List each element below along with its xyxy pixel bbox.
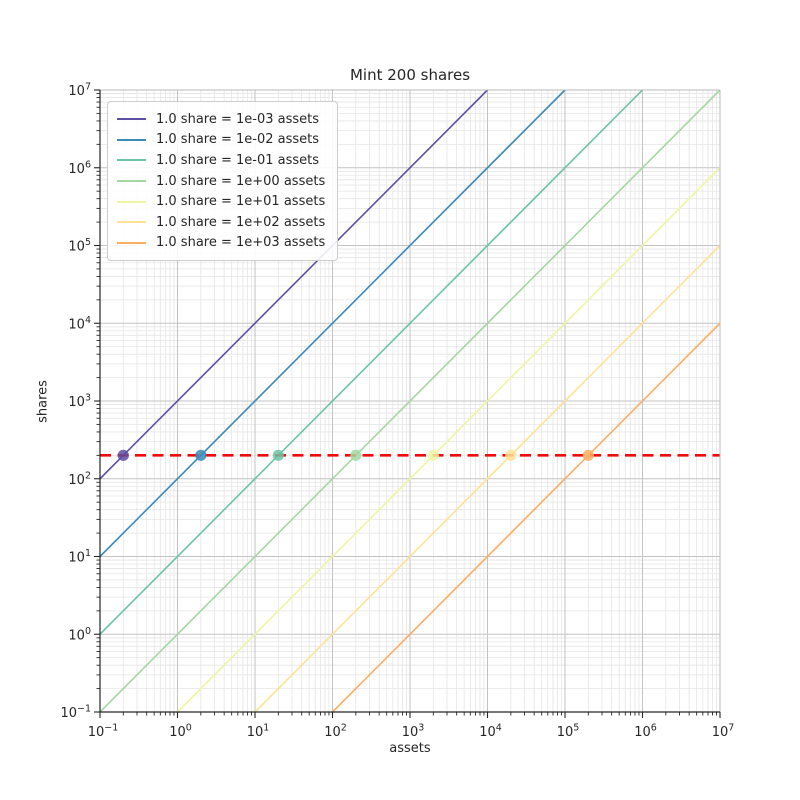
series-line-5: [254, 244, 721, 713]
legend-label: 1.0 share = 1e+02 assets: [156, 214, 326, 230]
series-line-1: [99, 89, 566, 558]
legend-item-5: 1.0 share = 1e+02 assets: [117, 212, 325, 233]
legend-item-4: 1.0 share = 1e+01 assets: [117, 191, 325, 212]
chart-title: Mint 200 shares: [349, 66, 471, 84]
legend-item-0: 1.0 share = 1e-03 assets: [117, 109, 325, 130]
legend-line-swatch: [117, 221, 146, 224]
svg-text:101: 101: [247, 723, 270, 741]
series-line-0: [99, 89, 489, 480]
marker-point-1: [195, 449, 207, 461]
series-line-2: [99, 89, 644, 635]
marker-point-6: [582, 449, 594, 461]
svg-text:106: 106: [634, 723, 657, 741]
series-line-4: [176, 167, 721, 713]
svg-text:100: 100: [68, 626, 91, 644]
svg-text:106: 106: [68, 159, 91, 177]
marker-point-3: [350, 449, 362, 461]
svg-text:100: 100: [169, 723, 192, 741]
legend-line-swatch: [117, 159, 146, 162]
legend-label: 1.0 share = 1e+00 assets: [156, 173, 326, 189]
svg-text:102: 102: [68, 470, 91, 488]
svg-text:10−1: 10−1: [88, 723, 119, 741]
series-lines: [99, 89, 721, 713]
marker-point-0: [117, 449, 129, 461]
legend-line-swatch: [117, 200, 146, 203]
svg-text:103: 103: [68, 393, 91, 411]
legend-item-2: 1.0 share = 1e-01 assets: [117, 150, 325, 171]
x-axis-label: assets: [389, 741, 431, 756]
svg-text:103: 103: [402, 723, 425, 741]
marker-point-4: [427, 449, 439, 461]
legend-line-swatch: [117, 118, 146, 121]
svg-text:101: 101: [68, 548, 91, 566]
svg-text:107: 107: [712, 723, 735, 741]
legend-line-swatch: [117, 138, 146, 141]
svg-text:104: 104: [479, 723, 502, 741]
svg-text:104: 104: [68, 315, 91, 333]
legend-label: 1.0 share = 1e-03 assets: [156, 111, 320, 127]
series-line-6: [331, 322, 721, 713]
svg-text:105: 105: [68, 237, 91, 255]
axis-ticks: [94, 89, 721, 718]
svg-text:10−1: 10−1: [60, 704, 91, 722]
svg-text:105: 105: [557, 723, 580, 741]
legend: 1.0 share = 1e-03 assets 1.0 share = 1e-0…: [107, 101, 339, 262]
legend-line-swatch: [117, 241, 146, 244]
legend-item-1: 1.0 share = 1e-02 assets: [117, 130, 325, 151]
x-tick-labels: 10−1 100 101 102 103 104 105 106 107: [88, 723, 735, 741]
legend-label: 1.0 share = 1e-02 assets: [156, 132, 320, 148]
legend-line-swatch: [117, 180, 146, 183]
svg-text:107: 107: [68, 82, 91, 100]
marker-point-5: [505, 449, 517, 461]
legend-label: 1.0 share = 1e+03 assets: [156, 235, 326, 251]
legend-item-6: 1.0 share = 1e+03 assets: [117, 233, 325, 254]
legend-label: 1.0 share = 1e+01 assets: [156, 194, 326, 210]
series-line-3: [99, 89, 721, 713]
y-tick-labels: 10−1 100 101 102 103 104 105 106 107: [60, 82, 91, 722]
legend-item-3: 1.0 share = 1e+00 assets: [117, 171, 325, 192]
intersection-markers: [117, 449, 594, 461]
legend-label: 1.0 share = 1e-01 assets: [156, 152, 320, 168]
svg-text:102: 102: [324, 723, 347, 741]
marker-point-2: [272, 449, 284, 461]
